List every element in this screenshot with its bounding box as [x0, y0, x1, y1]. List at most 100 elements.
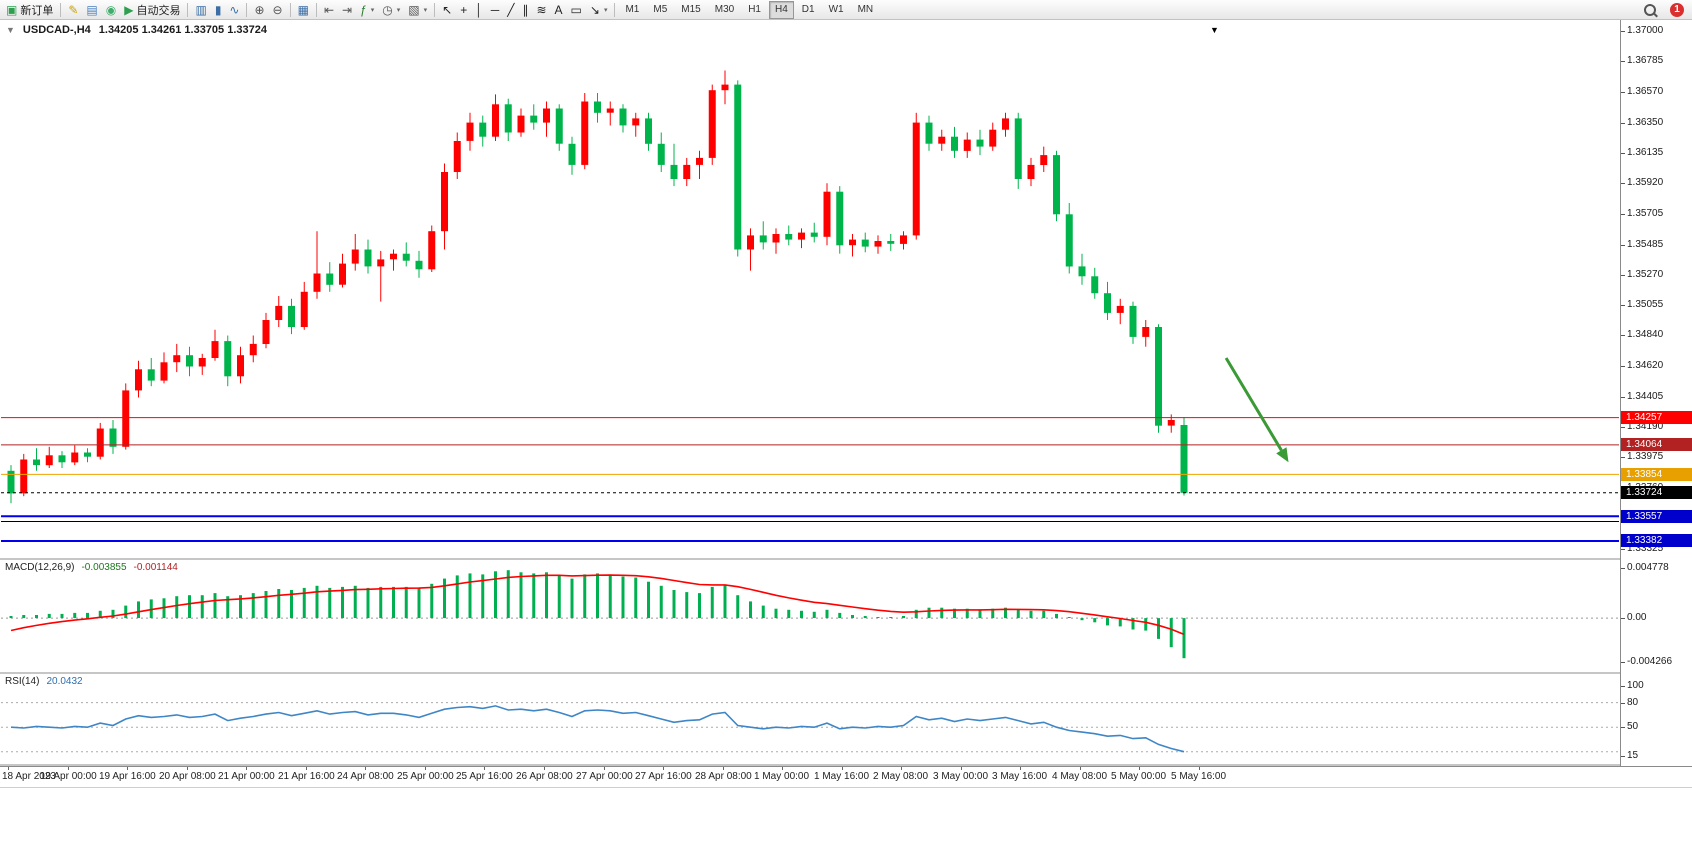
channel-button[interactable]: ∥ [518, 1, 532, 19]
templates-button-icon: ▧ [408, 2, 420, 17]
timeframe-m15-button[interactable]: M15 [681, 3, 701, 15]
axis-tick [1621, 427, 1625, 428]
time-axis-label: 3 May 16:00 [992, 771, 1048, 782]
axis-tick [1621, 153, 1625, 154]
axis-tick [1621, 123, 1625, 124]
axis-tick [1621, 183, 1625, 184]
price-axis[interactable]: 1.37000 1.36785 1.36570 1.36350 1.36135 1.359… [1620, 20, 1692, 766]
timeframe-m1-button[interactable]: M1 [625, 3, 640, 15]
autotrading-button[interactable]: ▶ 自动交易 [120, 1, 184, 19]
chart-shift-button-icon: ⇥ [342, 2, 353, 17]
timeframe-h1-button[interactable]: H1 [748, 3, 761, 15]
dropdown-arrow-icon: ▾ [423, 6, 428, 14]
axis-tick [1621, 727, 1625, 728]
macd-axis-label: -0.004266 [1627, 656, 1673, 667]
fibonacci-button[interactable]: ≋ [532, 1, 550, 19]
rsi-panel-svg[interactable] [1, 674, 1619, 764]
price-axis-label: 1.36570 [1627, 86, 1664, 97]
trendline-button-icon: ╱ [507, 2, 515, 17]
macd-axis-label: 0.00 [1627, 612, 1647, 623]
rsi-line [10, 705, 1185, 753]
main-toolbar: ▣ 新订单 ✎ ▤ ◉ ▶ 自动交易 ▥ ▮ ∿ ⊕ ⊖ ▦ ⇤ ⇥ ƒ ▾ ◷ ▾ ▧ ▾ ↖ + │ ─ ╱ ∥ ≋ A ▭ ↘ ▾ M1 M… [0, 0, 1692, 20]
macd-panel-svg[interactable] [1, 560, 1619, 672]
time-tick [782, 767, 783, 770]
time-tick [544, 767, 545, 770]
trend-arrow-object[interactable] [1224, 357, 1289, 463]
time-axis-label: 26 Apr 08:00 [516, 771, 573, 782]
line-chart-button[interactable]: ∿ [225, 1, 243, 19]
price-axis-label: 1.36785 [1627, 55, 1664, 66]
trendline-button[interactable]: ╱ [503, 1, 518, 19]
crosshair-button[interactable]: + [456, 1, 471, 19]
time-tick [1139, 767, 1140, 770]
hline-price-label: 1.33557 [1621, 510, 1692, 523]
timeframe-m5-button[interactable]: M5 [653, 3, 668, 15]
data-window-button[interactable]: ▤ [82, 1, 101, 19]
templates-button[interactable]: ▧ ▾ [404, 1, 431, 19]
autotrading-button-label: 自动交易 [136, 4, 181, 17]
bar-chart-button[interactable]: ▥ [191, 1, 210, 19]
toolbar-separator [246, 2, 248, 17]
chart-shift-button[interactable]: ⇥ [338, 1, 356, 19]
timeframe-d1-button[interactable]: D1 [801, 3, 815, 15]
line-chart-button-icon: ∿ [229, 2, 240, 17]
axis-tick [1621, 366, 1625, 367]
zoom-in-button[interactable]: ⊕ [250, 1, 268, 19]
data-window-button-icon: ▤ [86, 2, 98, 17]
one-click-trading-icon[interactable]: ▼ [6, 25, 15, 35]
time-tick [723, 767, 724, 770]
metaeditor-button-icon: ✎ [68, 2, 79, 17]
time-axis-label: 1 May 00:00 [754, 771, 810, 782]
time-axis-label: 2 May 08:00 [873, 771, 929, 782]
text-button[interactable]: A [551, 1, 567, 19]
timeframe-mn-button[interactable]: MN [857, 3, 874, 15]
text-label-button[interactable]: ▭ [567, 1, 586, 19]
panel-separator[interactable] [0, 764, 1692, 766]
time-axis-label: 25 Apr 00:00 [397, 771, 454, 782]
periods-button[interactable]: ◷ ▾ [378, 1, 404, 19]
timeframe-h4-button[interactable]: H4 [768, 0, 794, 19]
time-axis-label: 5 May 16:00 [1171, 771, 1227, 782]
new-order-button[interactable]: ▣ 新订单 [2, 1, 57, 19]
vertical-line-button[interactable]: │ [471, 1, 487, 19]
auto-scroll-button[interactable]: ⇤ [320, 1, 338, 19]
time-axis-label: 19 Apr 16:00 [99, 771, 156, 782]
time-axis-label: 28 Apr 08:00 [695, 771, 752, 782]
price-axis-label: 1.33325 [1627, 543, 1664, 554]
timeframe-m30-button[interactable]: M30 [714, 3, 735, 15]
navigator-button[interactable]: ◉ [102, 1, 120, 19]
axis-tick [1621, 568, 1625, 569]
macd-axis-label: 0.004778 [1627, 562, 1669, 573]
panel-separator[interactable] [0, 672, 1692, 674]
axis-tick [1621, 214, 1625, 215]
macd-label: MACD(12,26,9) -0.003855 -0.001144 [5, 562, 178, 573]
chart-shift-marker-icon[interactable]: ▼ [1210, 25, 1219, 35]
horizontal-line-button-icon: ─ [490, 2, 500, 17]
tile-windows-button[interactable]: ▦ [294, 1, 313, 19]
axis-tick [1621, 662, 1625, 663]
search-button[interactable] [1640, 1, 1660, 19]
arrows-button[interactable]: ↘ ▾ [586, 1, 612, 19]
toolbar-separator [60, 2, 62, 17]
axis-tick [1621, 335, 1625, 336]
main-chart-svg[interactable] [1, 22, 1619, 558]
time-axis[interactable]: 18 Apr 2023 19 Apr 00:00 19 Apr 16:00 20 Ap… [0, 766, 1692, 788]
time-axis-label: 4 May 08:00 [1052, 771, 1108, 782]
time-axis-label: 21 Apr 16:00 [278, 771, 335, 782]
time-tick [8, 767, 9, 770]
horizontal-line-button[interactable]: ─ [487, 1, 504, 19]
panel-separator[interactable] [0, 558, 1692, 560]
indicators-button[interactable]: ƒ ▾ [356, 1, 378, 19]
timeframe-w1-button[interactable]: W1 [828, 3, 844, 15]
axis-tick [1621, 245, 1625, 246]
zoom-in-button-icon: ⊕ [254, 2, 265, 17]
zoom-out-button[interactable]: ⊖ [269, 1, 287, 19]
rsi-label: RSI(14) 20.0432 [5, 676, 83, 687]
cursor-button[interactable]: ↖ [438, 1, 456, 19]
navigator-button-icon: ◉ [105, 2, 117, 17]
toolbar-separator [187, 2, 189, 17]
notification-badge[interactable]: 1 [1670, 2, 1684, 17]
metaeditor-button[interactable]: ✎ [64, 1, 82, 19]
candlestick-chart-button-icon: ▮ [214, 2, 222, 17]
candlestick-chart-button[interactable]: ▮ [211, 1, 226, 19]
